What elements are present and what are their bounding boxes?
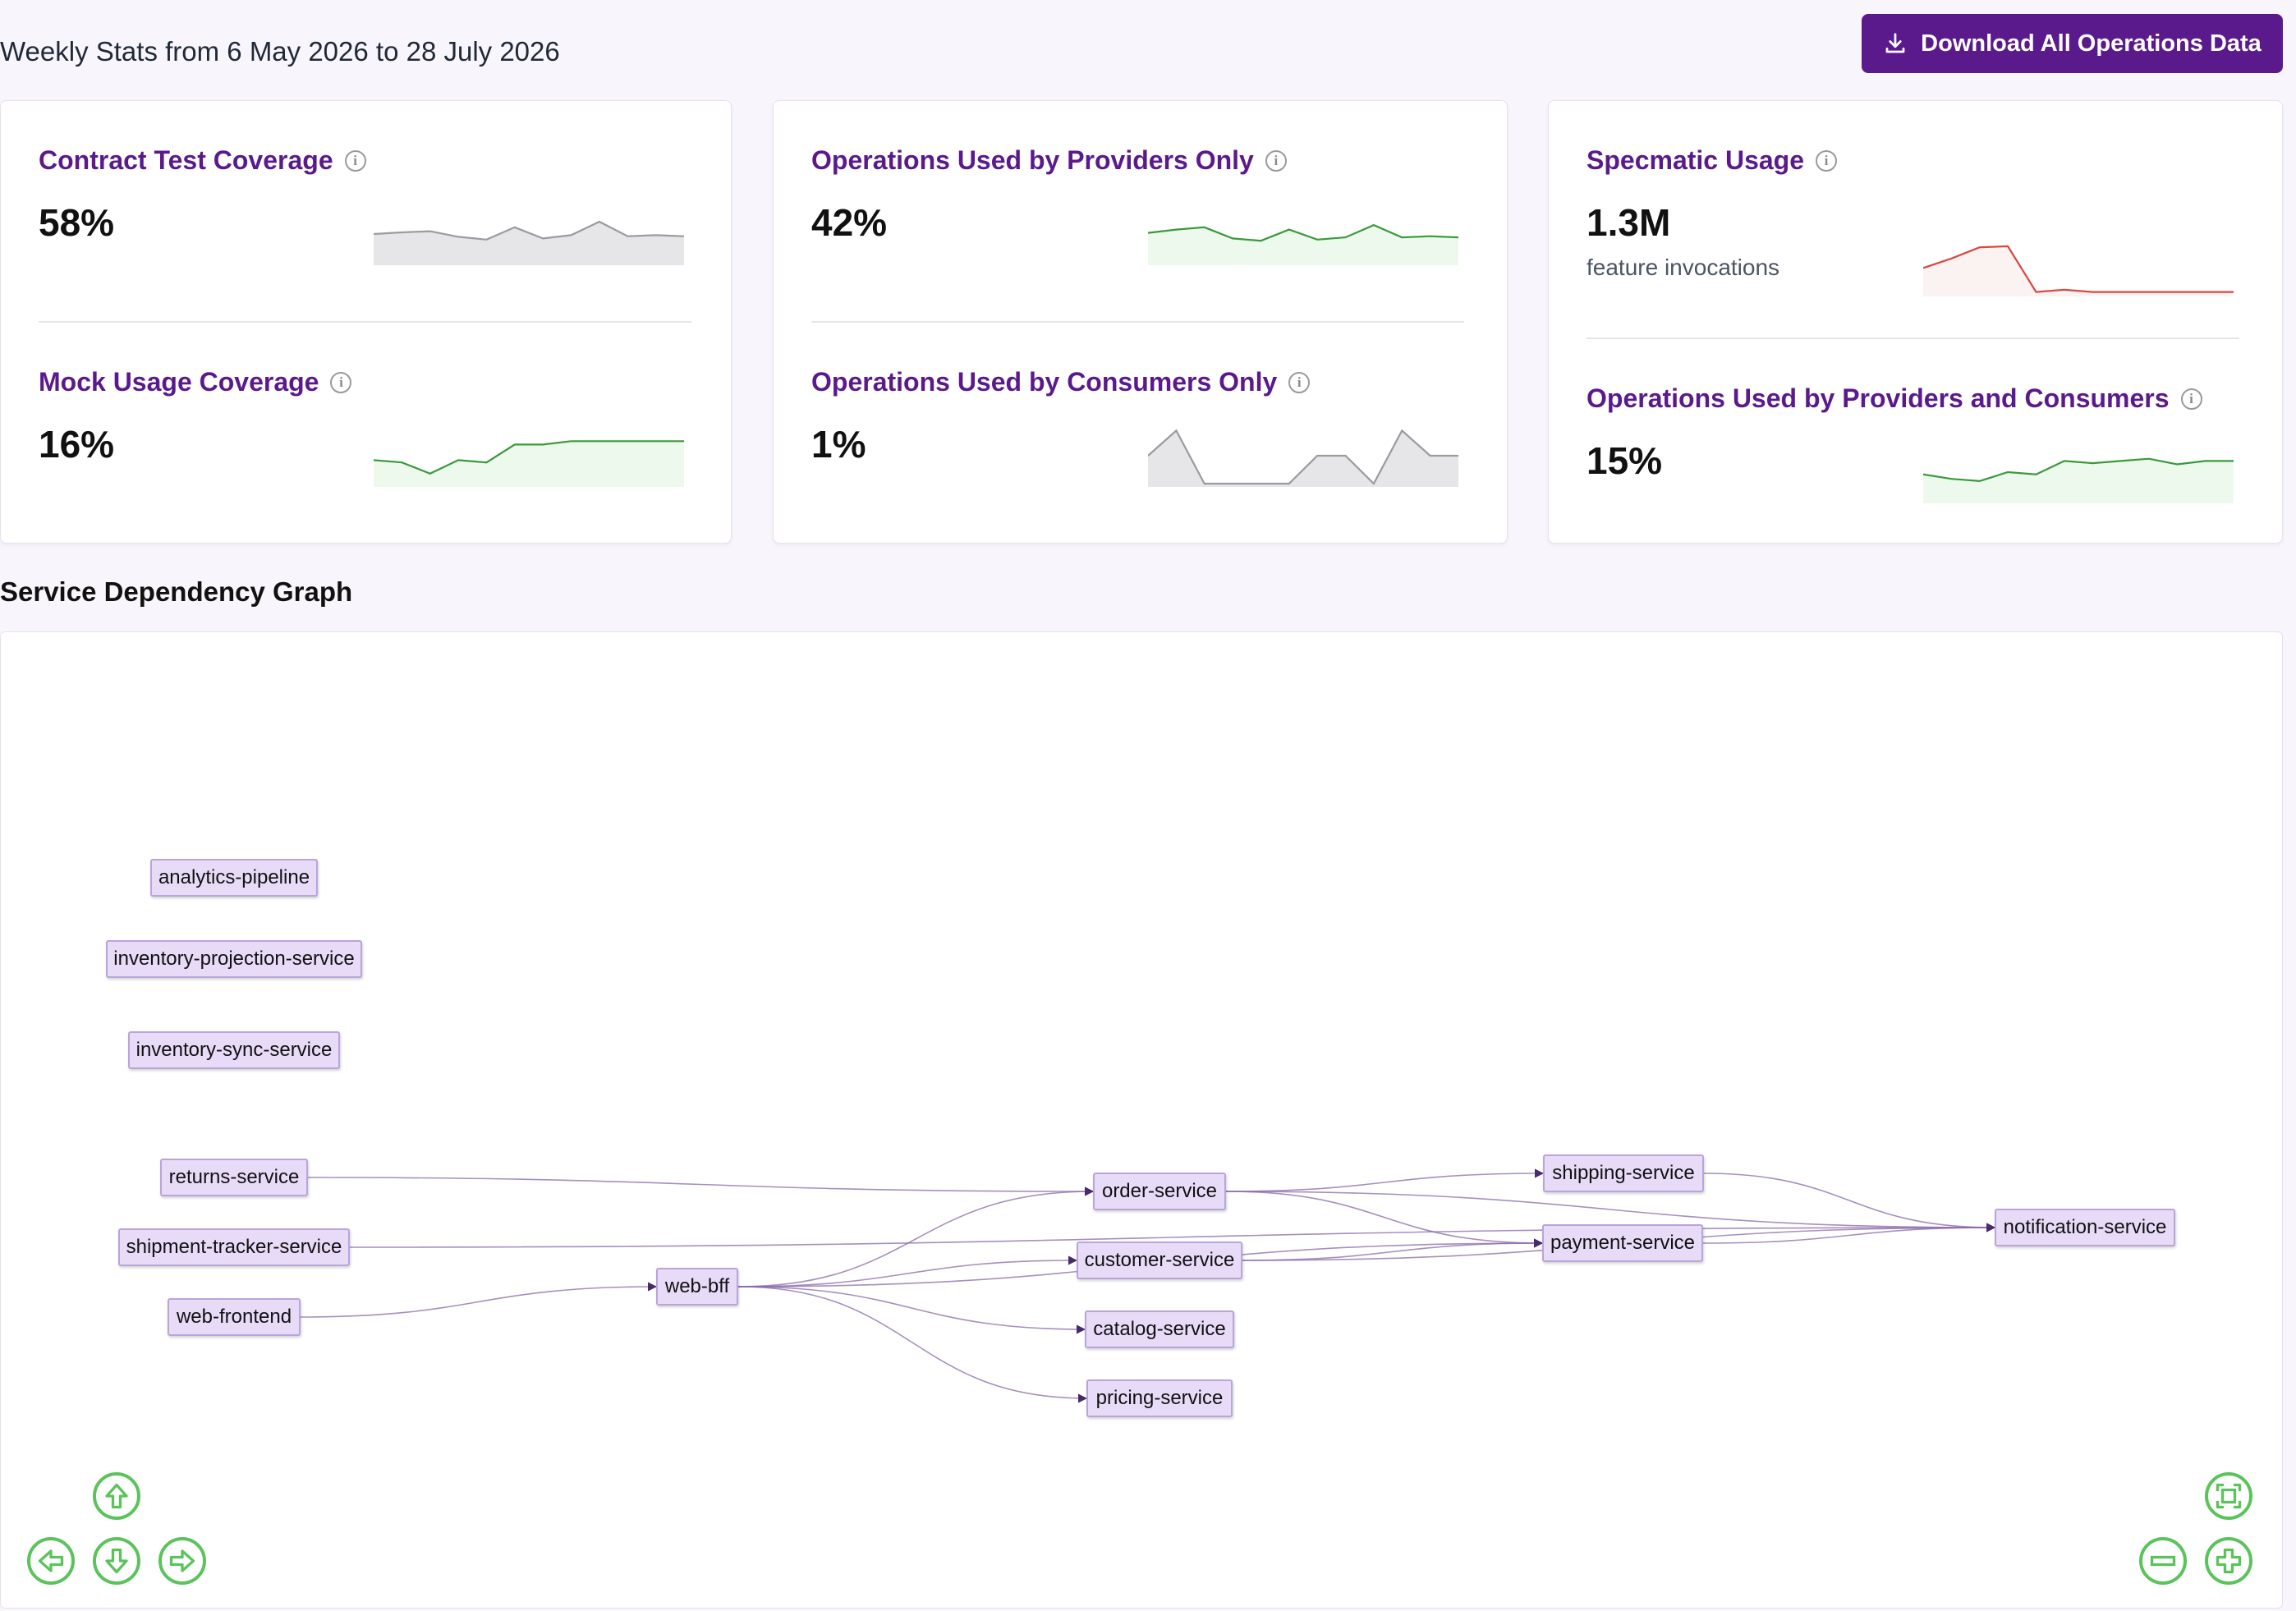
operations-card: Operations Used by Providers Only i 42% O… — [773, 100, 1508, 544]
graph-node-pricing-service[interactable]: pricing-service — [1086, 1379, 1233, 1417]
providers-and-consumers-stat: Operations Used by Providers and Consume… — [1587, 383, 2244, 483]
graph-node-catalog-service[interactable]: catalog-service — [1085, 1310, 1234, 1348]
contract-test-coverage-sparkline — [374, 220, 684, 265]
graph-node-inventory-sync-service[interactable]: inventory-sync-service — [128, 1031, 340, 1069]
providers-only-value: 42% — [811, 201, 888, 244]
download-button-label: Download All Operations Data — [1921, 30, 2262, 57]
graph-node-shipment-tracker-service[interactable]: shipment-tracker-service — [118, 1228, 350, 1266]
providers-and-consumers-value: 15% — [1587, 439, 1663, 482]
pan-left-button[interactable] — [27, 1537, 75, 1585]
graph-node-inventory-projection-service[interactable]: inventory-projection-service — [106, 940, 362, 978]
contract-test-coverage-stat: Contract Test Coverage i 58% — [39, 145, 693, 245]
page-title: Weekly Stats from 6 May 2026 to 28 July … — [0, 36, 560, 67]
download-all-operations-button[interactable]: Download All Operations Data — [1862, 14, 2283, 73]
mock-usage-coverage-value: 16% — [39, 423, 115, 466]
graph-title: Service Dependency Graph — [0, 576, 353, 607]
sparkline-area — [1923, 458, 2234, 503]
graph-node-order-service[interactable]: order-service — [1093, 1173, 1226, 1210]
providers-only-title: Operations Used by Providers Only — [811, 145, 1254, 175]
sparkline-area — [1148, 225, 1458, 265]
contract-test-coverage-value: 58% — [39, 201, 115, 244]
info-icon[interactable]: i — [1816, 149, 1838, 172]
card-divider — [39, 321, 691, 323]
card-divider — [1587, 337, 2239, 339]
service-dependency-graph[interactable]: analytics-pipeline inventory-projection-s… — [0, 631, 2283, 1609]
sparkline-area — [374, 222, 684, 265]
sparkline-area — [1923, 246, 2234, 296]
graph-node-analytics-pipeline[interactable]: analytics-pipeline — [150, 859, 318, 897]
mock-usage-coverage-title: Mock Usage Coverage — [39, 367, 319, 397]
specmatic-usage-sparkline — [1923, 245, 2234, 296]
specmatic-usage-stat: Specmatic Usage i 1.3M feature invocation… — [1587, 145, 2244, 281]
graph-node-payment-service[interactable]: payment-service — [1542, 1224, 1703, 1262]
graph-node-shipping-service[interactable]: shipping-service — [1543, 1154, 1704, 1192]
info-icon[interactable]: i — [344, 149, 366, 172]
specmatic-usage-subtitle: feature invocations — [1587, 255, 1780, 280]
info-icon[interactable]: i — [330, 371, 352, 393]
sparkline-area — [1148, 430, 1458, 487]
graph-node-web-bff[interactable]: web-bff — [656, 1268, 738, 1306]
sparkline-line — [1148, 429, 1458, 485]
arrow-down-icon — [105, 1548, 128, 1574]
info-icon[interactable]: i — [2180, 388, 2202, 410]
download-icon — [1885, 33, 1905, 53]
graph-edge-web-bff-to-pricing-service — [737, 1286, 1088, 1403]
zoom-out-button[interactable] — [2139, 1537, 2187, 1585]
sparkline-line — [374, 220, 684, 241]
graph-edge-payment-service-to-notification-service — [1702, 1223, 1996, 1244]
arrow-up-icon — [105, 1483, 128, 1509]
sparkline-line — [1148, 223, 1458, 242]
graph-node-notification-service[interactable]: notification-service — [1995, 1209, 2175, 1246]
sparkline-line — [1923, 457, 2234, 483]
graph-edge-web-bff-to-order-service — [737, 1186, 1095, 1287]
card-divider — [811, 321, 1464, 323]
specmatic-usage-value: 1.3M — [1587, 201, 1671, 244]
graph-edge-order-service-to-notification-service — [1225, 1191, 1996, 1232]
coverage-card: Contract Test Coverage i 58% Mock Usage C… — [0, 100, 732, 544]
providers-only-stat: Operations Used by Providers Only i 42% — [811, 145, 1469, 245]
mock-usage-coverage-sparkline — [374, 440, 684, 487]
specmatic-usage-title: Specmatic Usage — [1587, 145, 1805, 175]
arrow-left-icon — [38, 1549, 64, 1572]
graph-edge-order-service-to-payment-service — [1225, 1191, 1544, 1248]
providers-and-consumers-sparkline — [1923, 457, 2234, 503]
graph-node-returns-service[interactable]: returns-service — [160, 1159, 308, 1196]
graph-edge-web-frontend-to-web-bff — [300, 1282, 658, 1318]
graph-edge-order-service-to-shipping-service — [1225, 1168, 1545, 1192]
providers-and-consumers-title: Operations Used by Providers and Consume… — [1587, 383, 2170, 413]
fit-screen-icon — [2216, 1483, 2242, 1509]
sparkline-area — [374, 441, 684, 487]
consumers-only-sparkline — [1148, 429, 1458, 487]
usage-card: Specmatic Usage i 1.3M feature invocation… — [1548, 100, 2283, 544]
minus-icon — [2150, 1555, 2176, 1567]
graph-node-customer-service[interactable]: customer-service — [1077, 1242, 1242, 1279]
consumers-only-stat: Operations Used by Consumers Only i 1% — [811, 367, 1469, 466]
consumers-only-title: Operations Used by Consumers Only — [811, 367, 1278, 397]
info-icon[interactable]: i — [1265, 149, 1287, 172]
graph-node-web-frontend[interactable]: web-frontend — [168, 1298, 301, 1336]
graph-edge-returns-service-to-order-service — [307, 1177, 1095, 1196]
providers-only-sparkline — [1148, 223, 1458, 265]
pan-right-button[interactable] — [158, 1537, 206, 1585]
pan-down-button[interactable] — [93, 1537, 140, 1585]
zoom-in-button[interactable] — [2205, 1537, 2252, 1585]
graph-edge-web-bff-to-catalog-service — [737, 1286, 1086, 1334]
consumers-only-value: 1% — [811, 423, 866, 466]
sparkline-line — [1923, 245, 2234, 293]
plus-icon — [2216, 1548, 2242, 1574]
sparkline-line — [374, 440, 684, 475]
graph-edge-web-bff-to-customer-service — [737, 1255, 1078, 1287]
contract-test-coverage-title: Contract Test Coverage — [39, 145, 333, 175]
arrow-right-icon — [169, 1549, 195, 1572]
fit-to-screen-button[interactable] — [2205, 1472, 2252, 1520]
graph-edge-customer-service-to-payment-service — [1242, 1238, 1544, 1261]
graph-edge-shipping-service-to-notification-service — [1703, 1173, 1996, 1232]
mock-usage-coverage-stat: Mock Usage Coverage i 16% — [39, 367, 693, 466]
graph-edges — [300, 1168, 1996, 1403]
info-icon[interactable]: i — [1288, 371, 1311, 393]
pan-up-button[interactable] — [93, 1472, 140, 1520]
